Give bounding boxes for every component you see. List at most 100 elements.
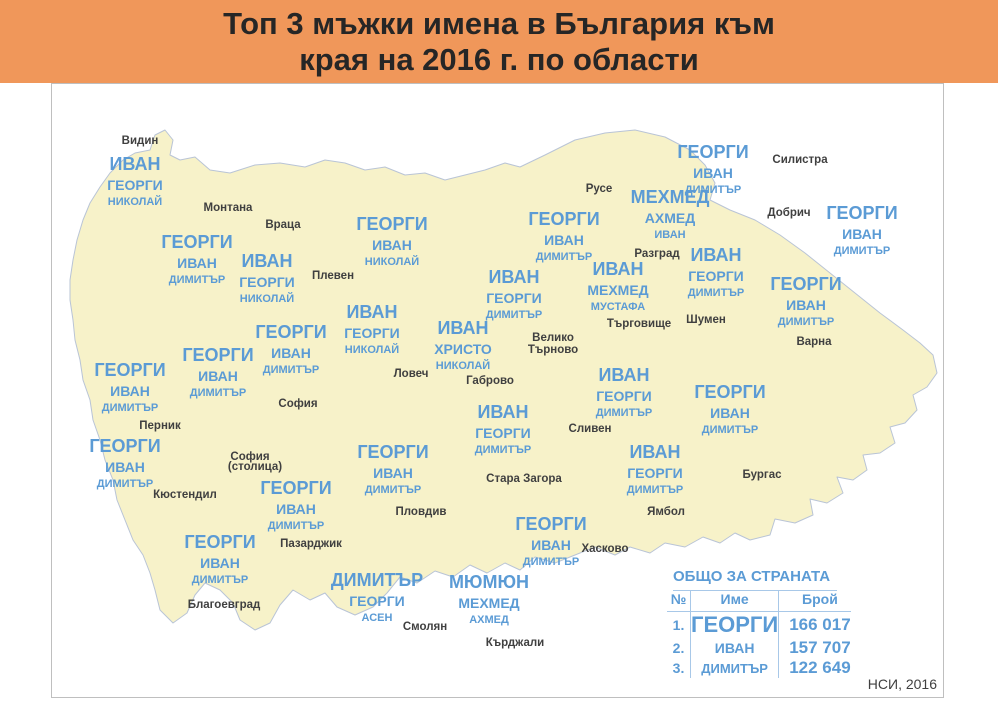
svg-text:ИВАН: ИВАН <box>592 259 643 279</box>
svg-text:ГЕОРГИ: ГЕОРГИ <box>349 593 405 609</box>
svg-text:ИВАН: ИВАН <box>198 368 238 384</box>
svg-text:ДИМИТЪР: ДИМИТЪР <box>365 484 421 496</box>
svg-text:ГЕОРГИ: ГЕОРГИ <box>184 532 255 552</box>
svg-text:ИВАН: ИВАН <box>109 154 160 174</box>
svg-text:ИВАН: ИВАН <box>690 245 741 265</box>
svg-text:ИВАН: ИВАН <box>372 237 412 253</box>
svg-text:ДИМИТЪР: ДИМИТЪР <box>263 364 319 376</box>
svg-text:МЕХМЕД: МЕХМЕД <box>587 282 648 298</box>
svg-text:ДИМИТЪР: ДИМИТЪР <box>169 274 225 286</box>
svg-text:ГЕОРГИ: ГЕОРГИ <box>596 388 652 404</box>
svg-text:АСЕН: АСЕН <box>362 612 393 624</box>
svg-text:ГЕОРГИ: ГЕОРГИ <box>688 268 744 284</box>
svg-text:Добрич: Добрич <box>767 207 810 219</box>
svg-text:(столица): (столица) <box>228 461 282 473</box>
svg-text:ГЕОРГИ: ГЕОРГИ <box>89 436 160 456</box>
svg-text:АХМЕД: АХМЕД <box>469 614 509 626</box>
svg-text:ГЕОРГИ: ГЕОРГИ <box>694 382 765 402</box>
svg-text:ГЕОРГИ: ГЕОРГИ <box>182 345 253 365</box>
svg-text:ГЕОРГИ: ГЕОРГИ <box>528 209 599 229</box>
svg-text:НИКОЛАЙ: НИКОЛАЙ <box>108 195 163 208</box>
svg-text:ДИМИТЪР: ДИМИТЪР <box>685 184 741 196</box>
svg-text:ИВАН: ИВАН <box>105 459 145 475</box>
svg-text:Бургас: Бургас <box>743 469 783 481</box>
svg-text:ИВАН: ИВАН <box>654 229 685 241</box>
svg-text:ГЕОРГИ: ГЕОРГИ <box>161 232 232 252</box>
svg-text:ДИМИТЪР: ДИМИТЪР <box>268 520 324 532</box>
svg-text:ИВАН: ИВАН <box>477 402 528 422</box>
svg-text:Смолян: Смолян <box>403 621 447 633</box>
svg-text:Търново: Търново <box>528 344 578 356</box>
svg-text:ДИМИТЪР: ДИМИТЪР <box>97 478 153 490</box>
svg-text:ИВАН: ИВАН <box>710 405 750 421</box>
svg-text:Стара Загора: Стара Загора <box>486 473 562 485</box>
svg-text:ИВАН: ИВАН <box>786 297 826 313</box>
svg-text:МУСТАФА: МУСТАФА <box>591 301 645 313</box>
svg-text:ДИМИТЪР: ДИМИТЪР <box>523 556 579 568</box>
svg-text:ИВАН: ИВАН <box>276 501 316 517</box>
svg-text:ДИМИТЪР: ДИМИТЪР <box>688 287 744 299</box>
svg-text:ДИМИТЪР: ДИМИТЪР <box>475 444 531 456</box>
svg-text:Кърджали: Кърджали <box>486 637 545 649</box>
svg-text:НИКОЛАЙ: НИКОЛАЙ <box>345 343 400 356</box>
svg-text:Силистра: Силистра <box>772 154 828 166</box>
svg-text:ИВАН: ИВАН <box>531 537 571 553</box>
svg-text:ИВАН: ИВАН <box>544 232 584 248</box>
svg-text:ИВАН: ИВАН <box>488 267 539 287</box>
svg-text:ГЕОРГИ: ГЕОРГИ <box>486 290 542 306</box>
svg-text:ДИМИТЪР: ДИМИТЪР <box>702 424 758 436</box>
svg-text:АХМЕД: АХМЕД <box>645 210 695 226</box>
svg-text:ДИМИТЪР: ДИМИТЪР <box>834 245 890 257</box>
svg-text:Благоевград: Благоевград <box>188 599 261 611</box>
svg-text:Търговище: Търговище <box>607 318 671 330</box>
svg-text:ИВАН: ИВАН <box>110 383 150 399</box>
svg-text:Перник: Перник <box>139 420 181 432</box>
svg-text:Враца: Враца <box>265 219 301 231</box>
svg-text:ГЕОРГИ: ГЕОРГИ <box>94 360 165 380</box>
svg-text:Пловдив: Пловдив <box>396 506 447 518</box>
svg-text:НИКОЛАЙ: НИКОЛАЙ <box>436 359 491 372</box>
svg-text:ИВАН: ИВАН <box>598 365 649 385</box>
svg-text:ИВАН: ИВАН <box>271 345 311 361</box>
svg-text:ГЕОРГИ: ГЕОРГИ <box>770 274 841 294</box>
svg-text:ГЕОРГИ: ГЕОРГИ <box>627 465 683 481</box>
svg-text:ГЕОРГИ: ГЕОРГИ <box>344 325 400 341</box>
svg-text:ИВАН: ИВАН <box>346 302 397 322</box>
svg-text:Кюстендил: Кюстендил <box>153 489 217 501</box>
svg-text:ДИМИТЪР: ДИМИТЪР <box>192 574 248 586</box>
svg-text:Русе: Русе <box>586 183 613 195</box>
svg-text:София: София <box>278 398 317 410</box>
svg-text:ГЕОРГИ: ГЕОРГИ <box>826 203 897 223</box>
svg-text:Хасково: Хасково <box>581 543 628 555</box>
svg-text:Сливен: Сливен <box>569 423 612 435</box>
svg-text:ИВАН: ИВАН <box>373 465 413 481</box>
svg-text:ГЕОРГИ: ГЕОРГИ <box>475 425 531 441</box>
svg-text:Монтана: Монтана <box>204 202 254 214</box>
svg-text:ГЕОРГИ: ГЕОРГИ <box>260 478 331 498</box>
svg-text:ГЕОРГИ: ГЕОРГИ <box>357 442 428 462</box>
svg-text:Пазарджик: Пазарджик <box>280 538 342 550</box>
svg-text:ДИМИТЪР: ДИМИТЪР <box>190 387 246 399</box>
svg-text:ИВАН: ИВАН <box>842 226 882 242</box>
svg-text:ДИМИТЪР: ДИМИТЪР <box>596 407 652 419</box>
svg-text:НИКОЛАЙ: НИКОЛАЙ <box>240 292 295 305</box>
svg-text:ДИМИТЪР: ДИМИТЪР <box>778 316 834 328</box>
svg-text:Видин: Видин <box>122 135 159 147</box>
svg-text:Габрово: Габрово <box>466 375 514 387</box>
svg-text:ГЕОРГИ: ГЕОРГИ <box>255 322 326 342</box>
svg-text:Варна: Варна <box>796 336 832 348</box>
svg-text:ИВАН: ИВАН <box>200 555 240 571</box>
svg-text:Велико: Велико <box>532 332 574 344</box>
svg-text:ИВАН: ИВАН <box>241 251 292 271</box>
svg-text:ГЕОРГИ: ГЕОРГИ <box>356 214 427 234</box>
svg-text:ГЕОРГИ: ГЕОРГИ <box>107 177 163 193</box>
svg-text:ИВАН: ИВАН <box>693 165 733 181</box>
svg-text:ДИМИТЪР: ДИМИТЪР <box>486 309 542 321</box>
svg-text:ГЕОРГИ: ГЕОРГИ <box>239 274 295 290</box>
svg-text:ДИМИТЪР: ДИМИТЪР <box>331 570 423 590</box>
svg-text:ДИМИТЪР: ДИМИТЪР <box>536 251 592 263</box>
svg-text:Шумен: Шумен <box>686 314 726 326</box>
svg-text:ДИМИТЪР: ДИМИТЪР <box>102 402 158 414</box>
svg-text:ГЕОРГИ: ГЕОРГИ <box>515 514 586 534</box>
svg-text:ГЕОРГИ: ГЕОРГИ <box>677 142 748 162</box>
